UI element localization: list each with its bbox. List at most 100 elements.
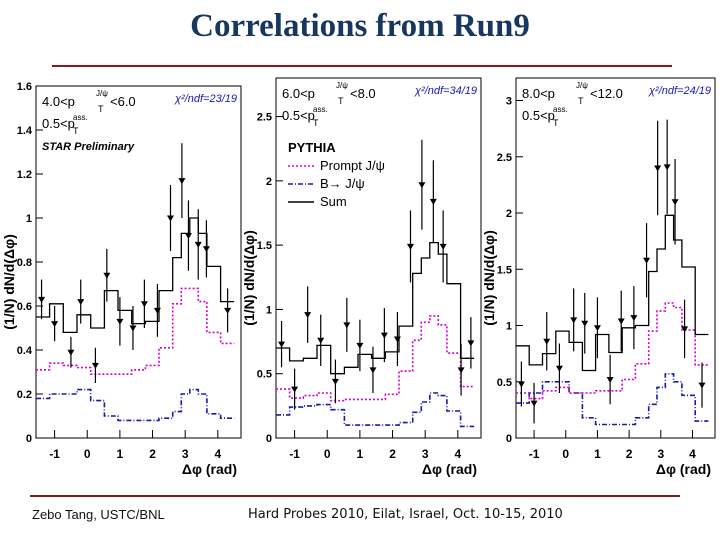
x-tick-label: 0	[84, 447, 91, 461]
prompt-jpsi-histogram	[36, 287, 235, 375]
data-point	[38, 296, 46, 303]
panel-3: 0 0.5 1 1.5 2 2.5 3 -1 0 1 2 3 4Δφ (rad) (1/N) dN/d(Δ…	[481, 77, 716, 477]
legend-label-bdecay: B→ J/ψ	[320, 176, 365, 191]
x-tick-label: 1	[594, 447, 601, 461]
legend-title: PYTHIA	[288, 140, 336, 155]
y-axis-title: (1/N) dN/d(Δφ)	[241, 230, 257, 326]
y-axis-title: (1/N) dN/d(Δφ)	[1, 234, 17, 330]
x-tick-label: -1	[289, 447, 300, 461]
y-tick-label: 0.5	[257, 369, 272, 381]
data-point	[570, 317, 578, 324]
y-tick-label: 0.2	[17, 389, 32, 401]
x-tick-label: 2	[389, 447, 396, 461]
b-decay-histogram	[276, 392, 475, 428]
x-tick-label: 4	[454, 447, 461, 461]
superscript: J/ψ	[96, 89, 108, 98]
data-point	[517, 381, 525, 388]
plot-frame	[35, 85, 242, 439]
sum-histogram	[276, 241, 475, 375]
superscript: ass.	[73, 113, 88, 122]
data-point	[671, 199, 679, 206]
subscript: T	[338, 96, 344, 106]
data-point	[654, 165, 662, 172]
plot-frame	[275, 77, 482, 439]
data-point	[343, 322, 351, 329]
footer-rule	[30, 495, 680, 497]
data-point	[467, 340, 475, 347]
data-point	[77, 299, 85, 306]
prompt-jpsi-histogram	[276, 315, 475, 402]
data-point	[103, 272, 111, 279]
data-point	[457, 367, 465, 374]
y-tick-label: 1	[26, 213, 32, 225]
data-point	[406, 243, 414, 250]
subscript: T	[313, 118, 319, 128]
x-tick-label: 3	[422, 447, 429, 461]
sum-histogram	[516, 214, 709, 372]
kinematics-label: <6.0	[110, 94, 136, 109]
x-tick-label: 1	[117, 447, 124, 461]
data-point	[698, 382, 706, 389]
data-point	[129, 325, 137, 332]
data-point	[51, 321, 59, 328]
data-point	[543, 338, 551, 345]
y-tick-label: 2	[266, 176, 272, 188]
legend-label-sum: Sum	[320, 194, 347, 209]
subscript: T	[98, 104, 104, 114]
data-point	[153, 307, 161, 314]
panel-2: 0 0.5 1 1.5 2 2.5 -1 0 1 2 3 4Δφ (rad) (1/N) dN/d(Δφ…	[241, 77, 482, 477]
y-tick-label: 2.5	[257, 112, 272, 124]
chi2-label: χ²/ndf=34/19	[414, 85, 477, 97]
superscript: J/ψ	[576, 81, 588, 90]
sum-histogram	[36, 217, 235, 334]
data-point	[202, 246, 210, 253]
y-tick-label: 0.5	[497, 377, 512, 389]
data-point	[369, 367, 377, 374]
data-point	[224, 307, 232, 314]
b-decay-histogram	[516, 373, 709, 426]
kinematics-label: 4.0<p	[42, 94, 75, 109]
x-axis-title: Δφ (rad)	[656, 461, 711, 477]
chi2-label: χ²/ndf=23/19	[174, 93, 237, 105]
data-point	[581, 320, 589, 327]
data-point	[606, 377, 614, 383]
data-point	[140, 301, 148, 308]
data-point	[630, 315, 638, 322]
footer-author: Zebo Tang, USTC/BNL	[32, 507, 165, 522]
assoc-label: 0.5<p	[522, 108, 555, 123]
x-tick-label: 3	[657, 447, 664, 461]
data-point	[91, 362, 99, 369]
x-tick-label: -1	[529, 447, 540, 461]
data-point	[555, 365, 563, 372]
data-point	[184, 233, 192, 240]
data-point	[663, 164, 671, 171]
data-point	[356, 342, 364, 349]
superscript: ass.	[313, 105, 328, 114]
data-point	[116, 318, 124, 325]
data-point	[380, 332, 388, 339]
subscript: T	[578, 96, 584, 106]
x-axis-title: Δφ (rad)	[182, 461, 237, 477]
y-tick-label: 1	[266, 304, 272, 316]
slide-title: Correlations from Run9	[190, 8, 530, 44]
assoc-label: 0.5<p	[42, 116, 75, 131]
y-axis-title: (1/N) dN/d(Δφ)	[481, 230, 497, 326]
superscript: J/ψ	[336, 81, 348, 90]
data-point	[617, 318, 625, 325]
preliminary-label: STAR Preliminary	[42, 141, 135, 153]
y-tick-label: 1	[506, 321, 512, 333]
y-tick-label: 2.5	[497, 152, 512, 164]
data-point	[304, 312, 312, 319]
data-point	[593, 325, 601, 332]
data-point	[393, 336, 401, 343]
plot-frame	[515, 77, 716, 439]
data-point	[331, 378, 339, 385]
kinematics-label: 8.0<p	[522, 86, 555, 101]
y-tick-label: 1.2	[17, 169, 32, 181]
y-tick-label: 1.5	[257, 240, 272, 252]
prompt-jpsi-histogram	[516, 302, 709, 400]
data-point	[429, 198, 437, 205]
b-decay-histogram	[36, 388, 235, 422]
y-tick-label: 0.6	[17, 301, 32, 313]
